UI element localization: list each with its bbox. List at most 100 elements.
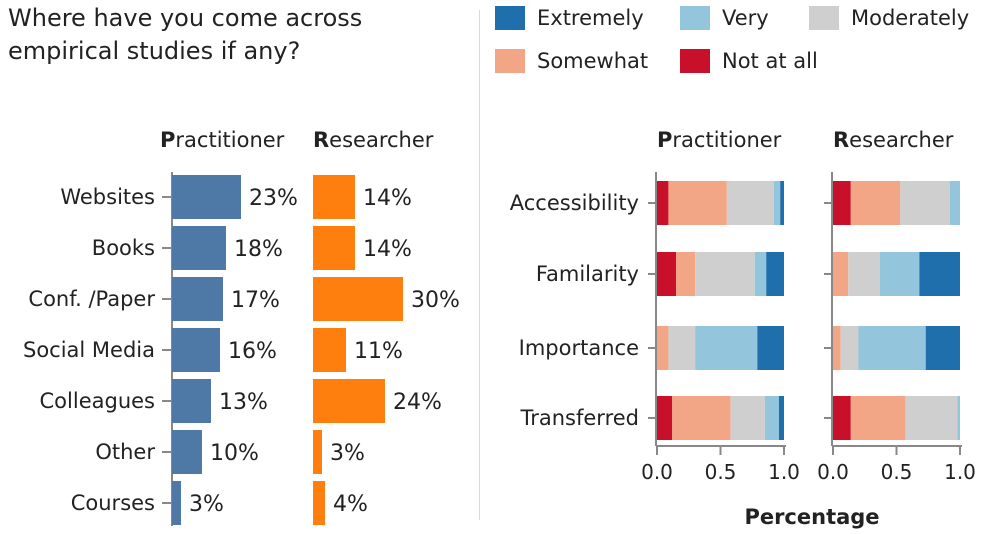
researcher-segment-transferred-very	[957, 396, 960, 440]
practitioner-x-tick-label-1: 0.5	[705, 460, 737, 484]
practitioner-segment-familarity-very	[754, 252, 767, 296]
researcher-bar-other	[313, 430, 322, 474]
likert-category-label-transferred: Transferred	[520, 406, 640, 430]
practitioner-bar-colleagues	[172, 379, 211, 423]
researcher-segment-importance-very	[858, 326, 926, 370]
practitioner-segment-transferred-very	[764, 396, 779, 440]
practitioner-segment-transferred-moderately	[730, 396, 765, 440]
practitioner-value-conf-paper: 17%	[231, 288, 280, 313]
category-label-courses: Courses	[71, 491, 155, 515]
category-label-other: Other	[95, 440, 155, 464]
practitioner-segment-familarity-somewhat	[676, 252, 696, 296]
practitioner-segment-importance-somewhat	[657, 326, 669, 370]
researcher-bar-websites	[313, 175, 355, 219]
practitioner-value-books: 18%	[234, 237, 283, 262]
researcher-value-courses: 4%	[333, 492, 368, 517]
researcher-header: Researcher	[313, 128, 434, 152]
researcher-segment-transferred-somewhat	[850, 396, 906, 440]
practitioner-segment-accessibility-moderately	[726, 181, 774, 225]
legend-swatch-very	[680, 6, 710, 30]
category-label-conf-paper: Conf. /Paper	[28, 287, 155, 311]
practitioner-segment-importance-moderately	[668, 326, 696, 370]
researcher-bar-social-media	[313, 328, 346, 372]
researcher-x-tick-label-0: 0.0	[817, 460, 849, 484]
practitioner-segment-accessibility-not-at-all	[657, 181, 669, 225]
practitioner-bar-websites	[172, 175, 241, 219]
category-label-books: Books	[92, 236, 155, 260]
legend-label-moderately: Moderately	[851, 6, 970, 30]
practitioner-value-websites: 23%	[249, 186, 298, 211]
legend-item-somewhat: Somewhat	[495, 48, 648, 74]
researcher-segment-familarity-extremely	[919, 252, 960, 296]
researcher-panel-header: Researcher	[833, 128, 954, 152]
researcher-segment-accessibility-somewhat	[850, 181, 901, 225]
researcher-value-social-media: 11%	[354, 339, 403, 364]
researcher-value-colleagues: 24%	[393, 390, 442, 415]
researcher-value-conf-paper: 30%	[411, 288, 460, 313]
researcher-segment-importance-moderately	[840, 326, 859, 370]
legend-label-very: Very	[722, 6, 769, 30]
researcher-segment-accessibility-moderately	[900, 181, 950, 225]
category-label-social-media: Social Media	[23, 338, 155, 362]
researcher-segment-transferred-moderately	[905, 396, 958, 440]
category-label-colleagues: Colleagues	[40, 389, 155, 413]
researcher-segment-importance-somewhat	[833, 326, 841, 370]
practitioner-bar-courses	[172, 481, 181, 525]
practitioner-segment-importance-very	[695, 326, 758, 370]
practitioner-segment-accessibility-somewhat	[668, 181, 727, 225]
practitioner-segment-familarity-extremely	[766, 252, 784, 296]
chart-title-line-2: empirical studies if any?	[8, 37, 301, 65]
practitioner-segment-familarity-not-at-all	[657, 252, 677, 296]
practitioner-x-tick-label-0: 0.0	[641, 460, 673, 484]
practitioner-bar-books	[172, 226, 226, 270]
researcher-segment-accessibility-not-at-all	[833, 181, 851, 225]
practitioner-value-courses: 3%	[189, 492, 224, 517]
practitioner-segment-accessibility-extremely	[780, 181, 784, 225]
legend-item-moderately: Moderately	[809, 5, 969, 31]
researcher-segment-familarity-moderately	[848, 252, 880, 296]
practitioner-panel-header: Practitioner	[657, 128, 782, 152]
legend-label-extremely: Extremely	[537, 6, 644, 30]
practitioner-segment-accessibility-very	[773, 181, 781, 225]
researcher-bar-colleagues	[313, 379, 385, 423]
researcher-segment-transferred-not-at-all	[833, 396, 851, 440]
researcher-bar-courses	[313, 481, 325, 525]
practitioner-bar-social-media	[172, 328, 220, 372]
practitioner-bar-conf-paper	[172, 277, 223, 321]
practitioner-segment-transferred-somewhat	[672, 396, 731, 440]
legend-label-not-at-all: Not at all	[722, 49, 818, 73]
legend-swatch-somewhat	[495, 49, 525, 73]
practitioner-header: Practitioner	[160, 128, 285, 152]
practitioner-bar-other	[172, 430, 202, 474]
category-label-websites: Websites	[60, 185, 155, 209]
researcher-segment-familarity-very	[879, 252, 920, 296]
researcher-bar-conf-paper	[313, 277, 403, 321]
practitioner-segment-importance-extremely	[757, 326, 784, 370]
legend-swatch-moderately	[809, 6, 839, 30]
practitioner-segment-familarity-moderately	[695, 252, 755, 296]
x-axis-label: Percentage	[744, 505, 879, 529]
legend-swatch-not-at-all	[680, 49, 710, 73]
panel-divider	[479, 10, 480, 520]
researcher-value-websites: 14%	[363, 186, 412, 211]
researcher-segment-importance-extremely	[925, 326, 960, 370]
practitioner-segment-transferred-extremely	[778, 396, 784, 440]
practitioner-segment-transferred-not-at-all	[657, 396, 673, 440]
researcher-value-other: 3%	[330, 441, 365, 466]
legend-swatch-extremely	[495, 6, 525, 30]
likert-category-label-familarity: Familarity	[536, 262, 639, 286]
practitioner-value-colleagues: 13%	[219, 390, 268, 415]
chart-title-line-1: Where have you come across	[8, 4, 363, 32]
practitioner-value-social-media: 16%	[228, 339, 277, 364]
researcher-segment-accessibility-very	[949, 181, 960, 225]
legend-label-somewhat: Somewhat	[537, 49, 649, 73]
legend-item-not-at-all: Not at all	[680, 48, 818, 74]
legend-item-very: Very	[680, 5, 769, 31]
legend-item-extremely: Extremely	[495, 5, 644, 31]
likert-category-label-accessibility: Accessibility	[510, 191, 639, 215]
researcher-x-tick-label-2: 1.0	[944, 460, 976, 484]
practitioner-x-tick-label-2: 1.0	[768, 460, 800, 484]
researcher-bar-books	[313, 226, 355, 270]
researcher-segment-familarity-somewhat	[833, 252, 849, 296]
